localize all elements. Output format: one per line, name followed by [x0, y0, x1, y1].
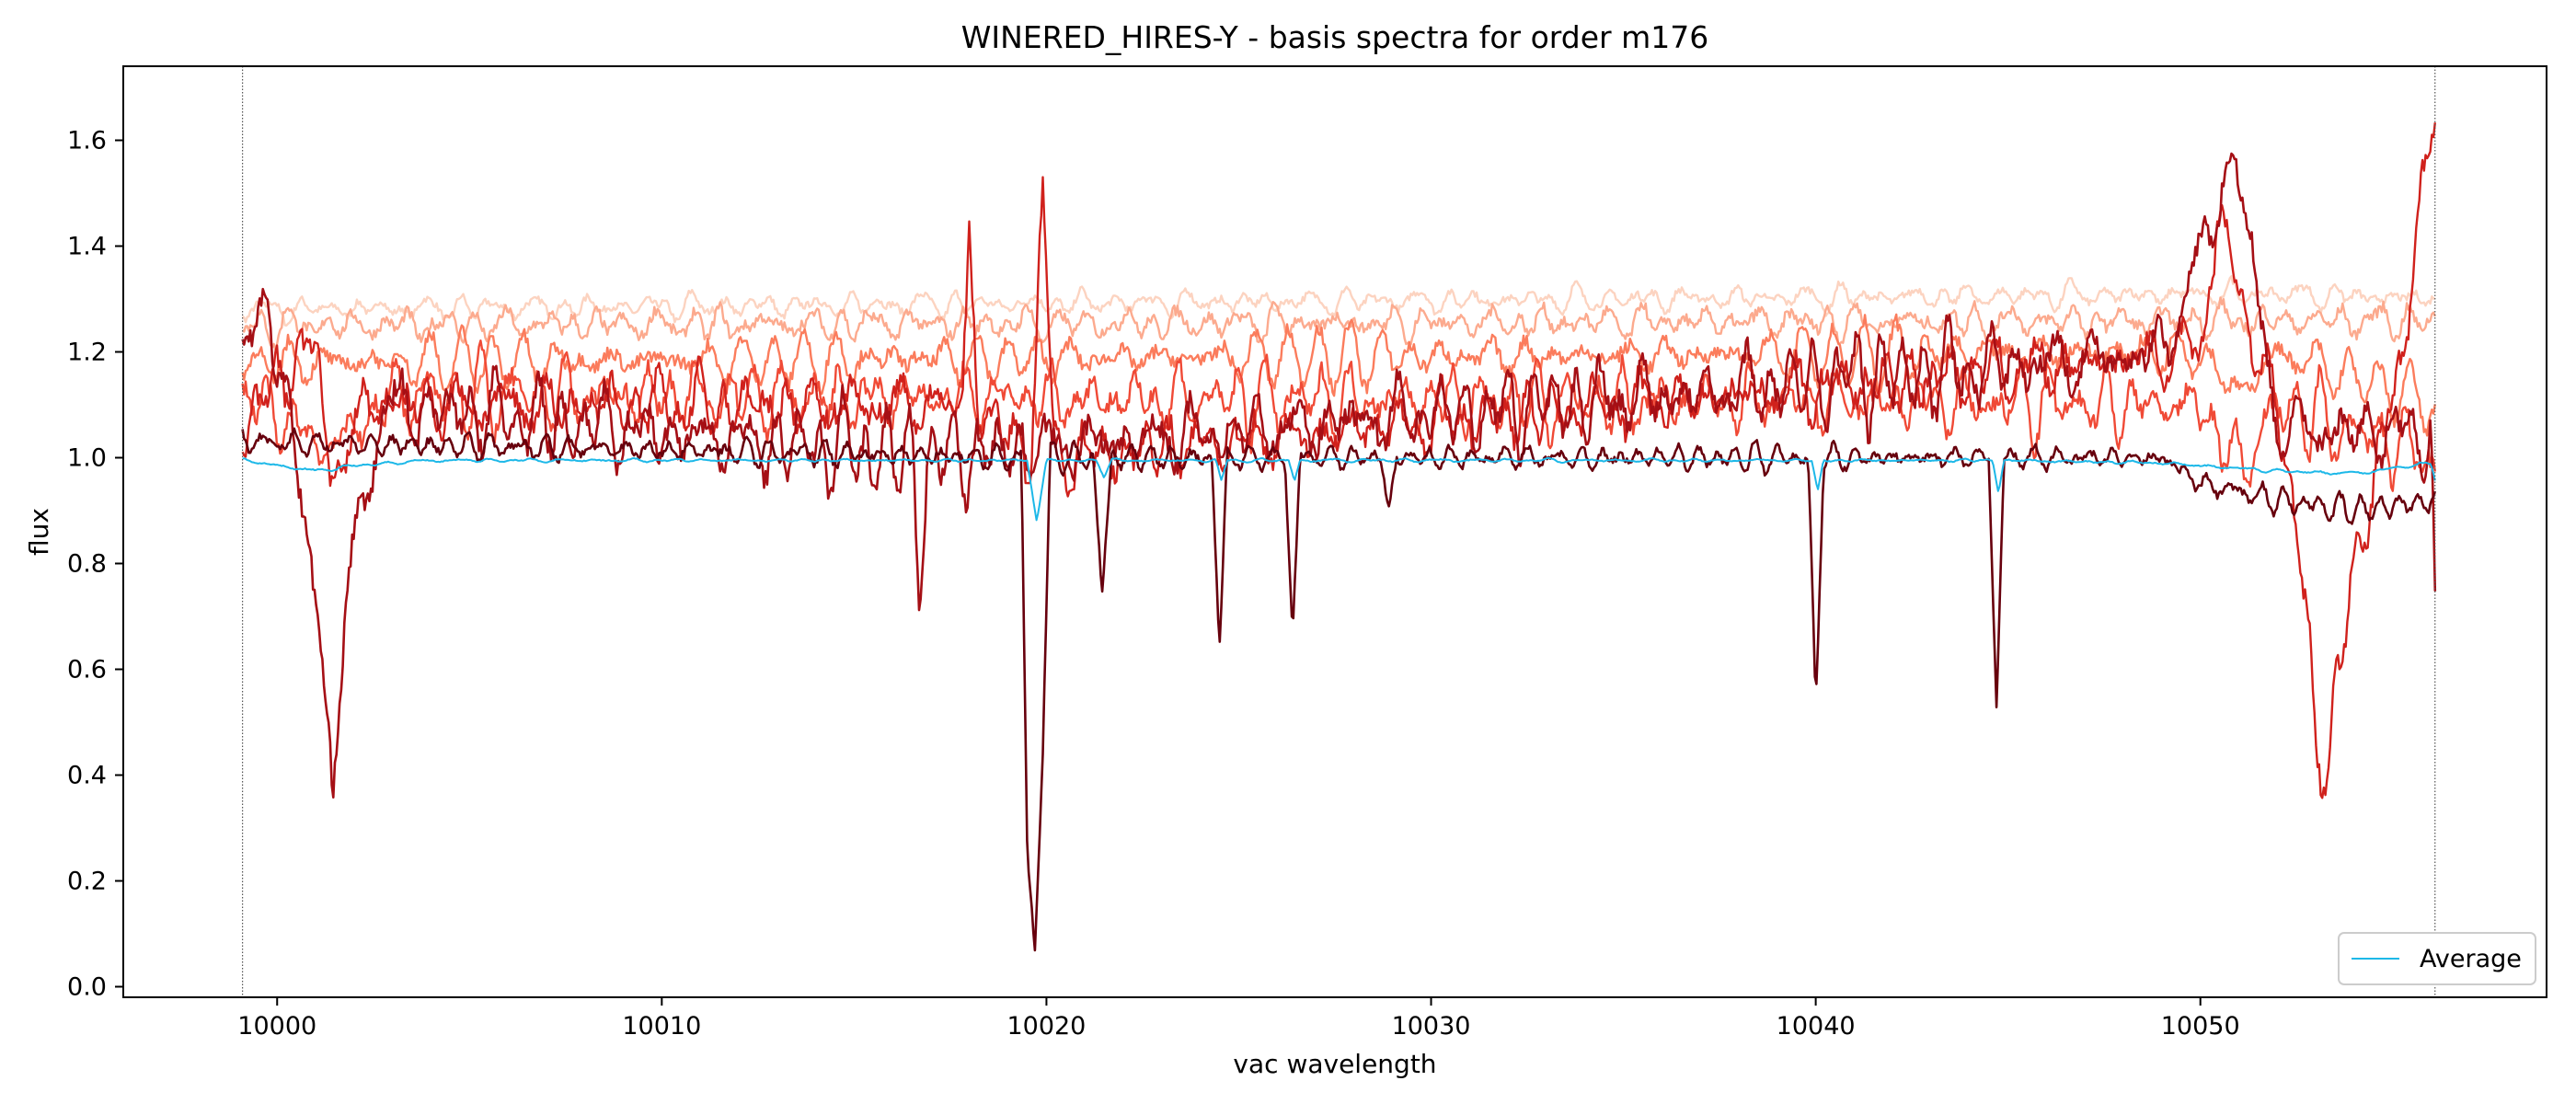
y-tick-label: 0.4 — [67, 762, 107, 790]
y-tick-label: 1.0 — [67, 444, 107, 473]
x-tick-label: 10030 — [1392, 1012, 1471, 1041]
x-tick-label: 10050 — [2161, 1012, 2240, 1041]
plot-frame — [122, 65, 2547, 998]
y-tick-label: 0.0 — [67, 973, 107, 1002]
y-tick-label: 0.6 — [67, 656, 107, 684]
series-line-basis-1 — [241, 275, 2436, 327]
x-axis: 10000 10010 10020 10030 10040 10050 — [237, 997, 2240, 1041]
y-tick-label: 1.2 — [67, 339, 107, 367]
legend[interactable]: Average — [2338, 932, 2536, 985]
vline-layer — [242, 66, 2436, 997]
series-line-basis-2 — [241, 296, 2436, 351]
legend-box — [2338, 932, 2536, 985]
series-line-basis-6 — [241, 152, 2437, 799]
x-tick-label: 10010 — [622, 1012, 701, 1041]
y-tick-label: 1.4 — [67, 233, 107, 261]
chart-title: WINERED_HIRES-Y - basis spectra for orde… — [961, 19, 1708, 55]
series-line-average — [242, 456, 2436, 522]
legend-label-average: Average — [2420, 945, 2522, 973]
x-tick-label: 10040 — [1777, 1012, 1856, 1041]
series-line-basis-3 — [241, 313, 2436, 437]
series-line-basis-7 — [241, 427, 2437, 952]
y-axis-label: flux — [24, 508, 54, 556]
y-tick-label: 0.2 — [67, 868, 107, 896]
y-tick-label: 1.6 — [67, 127, 107, 155]
x-tick-label: 10020 — [1006, 1012, 1086, 1041]
y-axis: 0.0 0.2 0.4 0.6 0.8 1.0 1.2 1.4 1.6 — [67, 127, 123, 1002]
x-axis-label: vac wavelength — [1233, 1049, 1436, 1079]
series-layer — [241, 122, 2437, 952]
y-tick-label: 0.8 — [67, 550, 107, 579]
x-tick-label: 10000 — [237, 1012, 316, 1041]
